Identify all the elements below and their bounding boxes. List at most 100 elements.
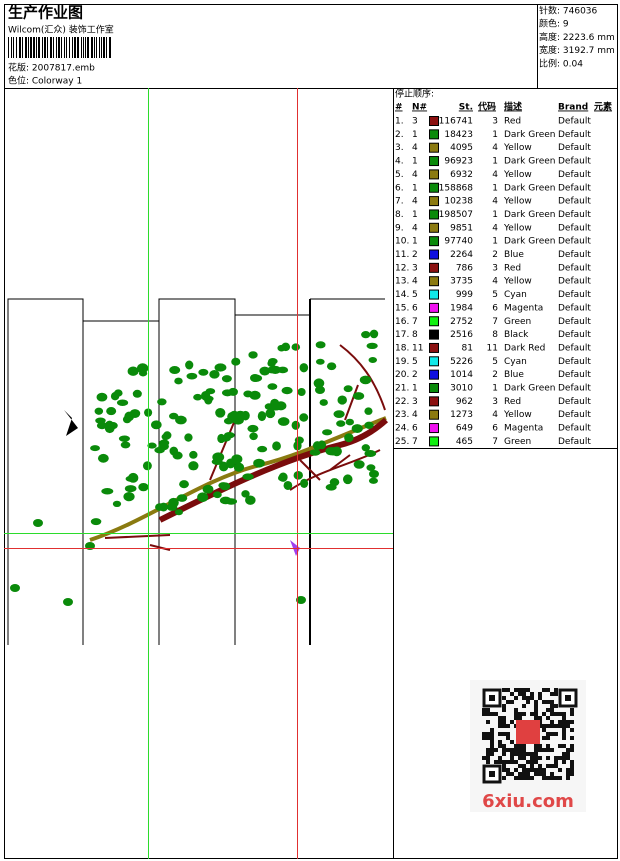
needle: 1 — [412, 183, 418, 193]
description: Dark Red — [504, 343, 545, 353]
leaf — [202, 484, 214, 494]
needle: 5 — [412, 290, 418, 300]
bar — [11, 37, 12, 58]
qr-cell — [486, 752, 490, 756]
bar — [106, 37, 107, 58]
qr-cell — [530, 692, 534, 696]
barcode — [8, 37, 111, 58]
color-swatch — [429, 249, 439, 260]
qr-cell — [570, 720, 574, 724]
qr-cell — [534, 756, 538, 760]
leaf — [229, 410, 240, 421]
qr-cell — [534, 748, 538, 752]
qr-cell — [506, 748, 510, 752]
leaf — [223, 417, 234, 425]
brand: Default — [558, 410, 591, 420]
qr-cell — [502, 760, 506, 764]
qr-cell — [494, 760, 498, 764]
leaf — [97, 453, 109, 463]
leaf — [281, 386, 293, 395]
leaf — [317, 440, 327, 450]
qr-cell — [522, 696, 526, 700]
qr-cell — [554, 692, 558, 696]
leaf — [315, 358, 325, 365]
needle: 3 — [412, 397, 418, 407]
leaf — [176, 494, 188, 502]
needle: 3 — [412, 263, 418, 273]
leaf — [112, 500, 122, 507]
color-swatch — [429, 142, 439, 153]
bar — [25, 37, 27, 58]
leaf — [245, 495, 256, 505]
brand: Default — [558, 250, 591, 260]
qr-cell — [570, 728, 574, 732]
row-number: 20. — [395, 370, 409, 380]
brand: Default — [558, 143, 591, 153]
leaf — [369, 470, 379, 478]
description: Yellow — [503, 197, 532, 207]
bar — [83, 37, 84, 58]
qr-cell — [562, 716, 566, 720]
leaf — [272, 441, 281, 451]
qr-cell — [534, 768, 538, 772]
color-swatch — [429, 383, 439, 393]
qr-cell — [522, 692, 526, 696]
leaf — [361, 331, 371, 339]
qr-cell — [530, 756, 534, 760]
brand: Default — [558, 223, 591, 233]
needle: 1 — [412, 237, 418, 247]
brand: Default — [558, 384, 591, 394]
stitches: 6932 — [450, 170, 473, 180]
qr-cell — [514, 768, 518, 772]
qr-cell — [514, 708, 518, 712]
brand: Default — [558, 424, 591, 434]
qr-finder — [482, 688, 502, 708]
qr-cell — [498, 740, 502, 744]
leaf — [215, 407, 226, 418]
motif — [64, 410, 78, 436]
leaf — [231, 357, 241, 366]
row-number: 12. — [395, 263, 409, 273]
color-swatch — [429, 182, 439, 193]
leaf — [291, 420, 300, 430]
leaf — [364, 407, 373, 415]
code: 6 — [492, 303, 498, 313]
qr-cell — [546, 732, 550, 736]
qr-cell — [562, 728, 566, 732]
qr-cell — [518, 744, 522, 748]
description: Cyan — [504, 357, 527, 367]
company: Wilcom(汇众) 装饰工作室 — [8, 24, 114, 36]
border — [4, 4, 618, 859]
qr-cell — [502, 752, 506, 756]
qr-cell — [502, 716, 506, 720]
qr-cell — [526, 688, 530, 692]
leaf — [213, 491, 222, 499]
stitches: 116741 — [439, 117, 473, 127]
code: 7 — [492, 437, 498, 447]
qr-cell — [546, 764, 550, 768]
leaf — [106, 407, 117, 416]
qr-cell — [510, 752, 514, 756]
bar — [58, 37, 60, 58]
qr-cell — [514, 716, 518, 720]
leaf — [188, 461, 199, 471]
qr-cell — [506, 772, 510, 776]
qr-cell — [526, 700, 530, 704]
qr-finder — [489, 771, 495, 777]
qr-cell — [562, 756, 566, 760]
qr-cell — [510, 748, 514, 752]
twigs — [104, 344, 386, 551]
code: 6 — [492, 424, 498, 434]
stat: 针数: 746036 — [539, 5, 598, 17]
qr-cell — [542, 700, 546, 704]
leaf — [267, 359, 276, 368]
code: 4 — [492, 410, 498, 420]
qr-cell — [566, 724, 570, 728]
bar — [36, 37, 37, 58]
leaf — [326, 362, 337, 371]
qr-cell — [534, 704, 538, 708]
description: Dark Green — [504, 237, 555, 247]
qr-cell — [570, 712, 574, 716]
qr-cell — [486, 748, 490, 752]
qr-cell — [486, 732, 490, 736]
